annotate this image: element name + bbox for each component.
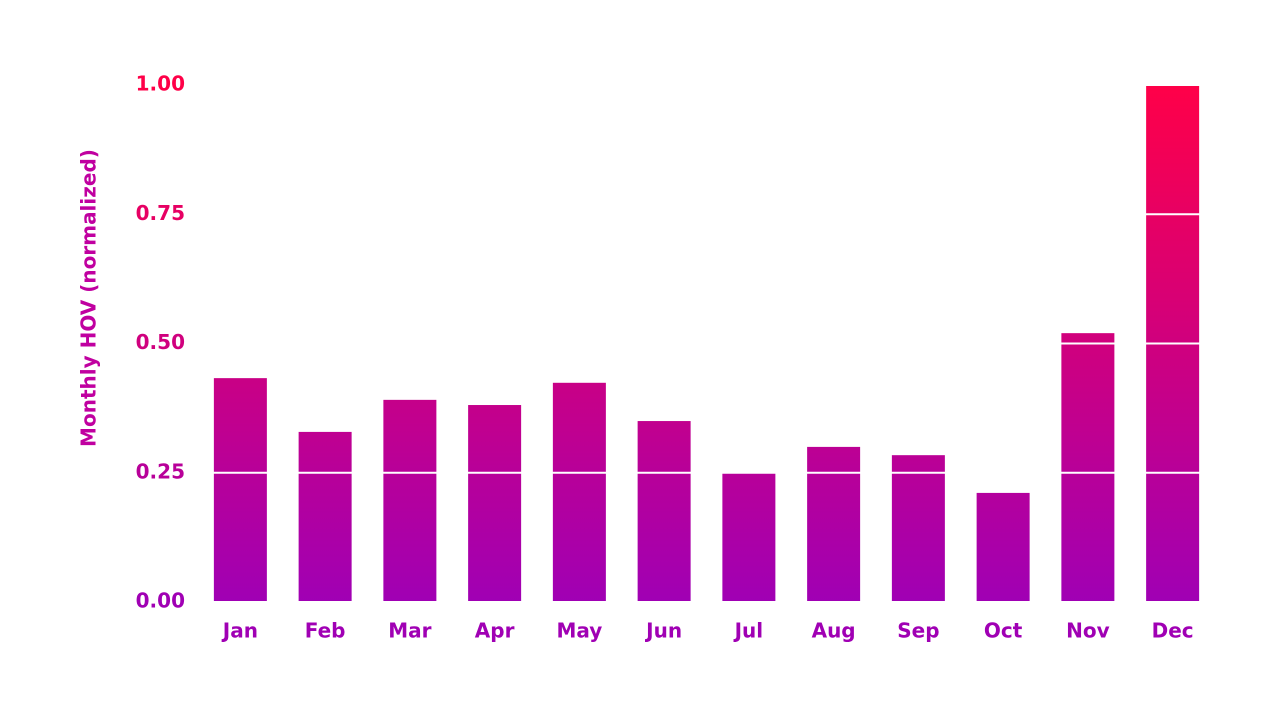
x-tick-label: Jan — [221, 619, 258, 643]
bar — [637, 421, 691, 602]
bar — [722, 472, 776, 602]
x-tick-label: Jun — [644, 619, 682, 643]
bar — [383, 399, 437, 602]
x-tick-label: Mar — [388, 619, 431, 643]
bar — [1061, 333, 1115, 602]
x-tick-label: Jul — [733, 619, 764, 643]
y-tick-label: 0.50 — [136, 330, 185, 354]
x-tick-label: Feb — [305, 619, 346, 643]
x-tick-label: Apr — [475, 619, 515, 643]
x-tick-label: Nov — [1066, 619, 1110, 643]
x-tick-label: Oct — [984, 619, 1023, 643]
y-tick-label: 0.25 — [136, 459, 185, 483]
y-tick-label: 0.75 — [136, 201, 185, 225]
bar — [552, 382, 606, 602]
bar — [213, 378, 267, 602]
x-tick-label: Aug — [812, 619, 856, 643]
bar — [468, 405, 522, 602]
x-tick-label: Sep — [897, 619, 939, 643]
bar — [298, 431, 352, 602]
x-tick-label: Dec — [1152, 619, 1194, 643]
x-tick-label: May — [556, 619, 602, 643]
y-tick-label: 1.00 — [136, 72, 185, 96]
bar — [807, 446, 861, 602]
bar — [976, 492, 1030, 602]
bar — [891, 455, 945, 602]
y-tick-label: 0.00 — [136, 589, 185, 613]
y-axis-title: Monthly HOV (normalized) — [77, 149, 101, 447]
